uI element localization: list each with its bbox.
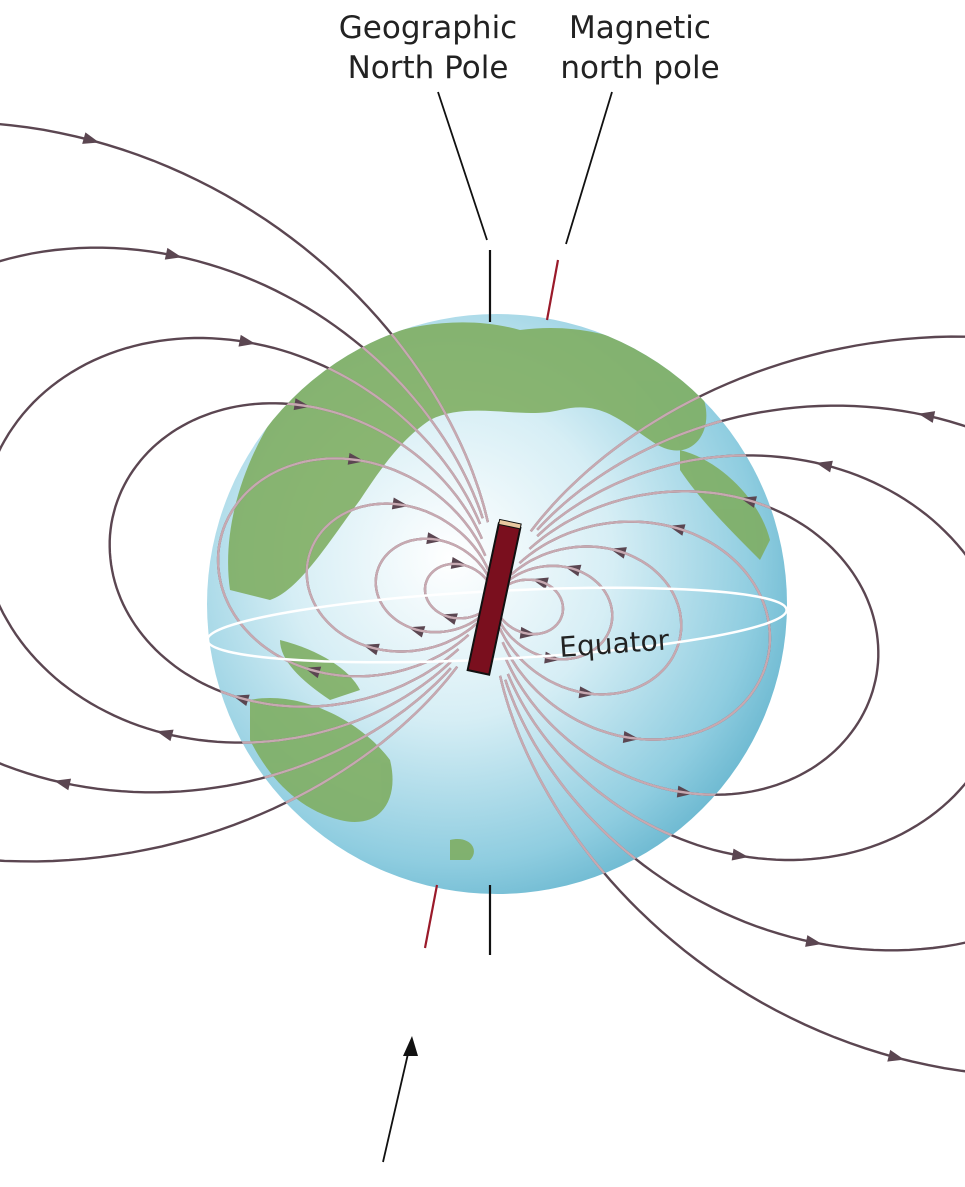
field-arrow: [815, 460, 833, 473]
field-arrow: [238, 334, 256, 347]
field-line: [498, 545, 683, 696]
field-line: [374, 537, 492, 634]
field-line: [496, 564, 614, 661]
field-line: [505, 490, 787, 796]
field-arrow: [164, 247, 182, 260]
label: north pole: [560, 50, 719, 86]
pointer-head: [403, 1036, 418, 1056]
field-line: [305, 502, 490, 653]
field-line: [423, 562, 493, 620]
pointer: [565, 91, 613, 245]
field-line: [501, 520, 772, 741]
field-arrow: [54, 778, 72, 791]
equator-label: Equator: [558, 623, 671, 664]
bar-magnet: [466, 518, 522, 676]
continents: [228, 322, 770, 860]
pointer: [437, 91, 488, 241]
field-arrow: [731, 848, 749, 861]
field-line: [504, 404, 965, 952]
magnetic-axis: [423, 884, 439, 949]
field-arrow: [805, 935, 822, 947]
label: Magnetic: [569, 10, 711, 46]
field-line: [498, 335, 965, 1073]
field-line: [0, 246, 484, 794]
field-line: [506, 454, 787, 862]
field-line: [207, 336, 482, 744]
label: Geographic: [339, 10, 517, 46]
magnetic-axis: [545, 259, 560, 321]
field-arrow: [918, 411, 936, 423]
field-arrow: [887, 1049, 905, 1062]
field-lines: [0, 122, 965, 1073]
pointer: [382, 1044, 411, 1163]
field-line: [0, 122, 490, 863]
label: North Pole: [348, 50, 509, 86]
field-arrow: [156, 729, 174, 742]
field-line: [207, 402, 483, 708]
field-line: [216, 457, 487, 678]
field-arrow: [82, 132, 100, 144]
field-line: [495, 578, 565, 636]
